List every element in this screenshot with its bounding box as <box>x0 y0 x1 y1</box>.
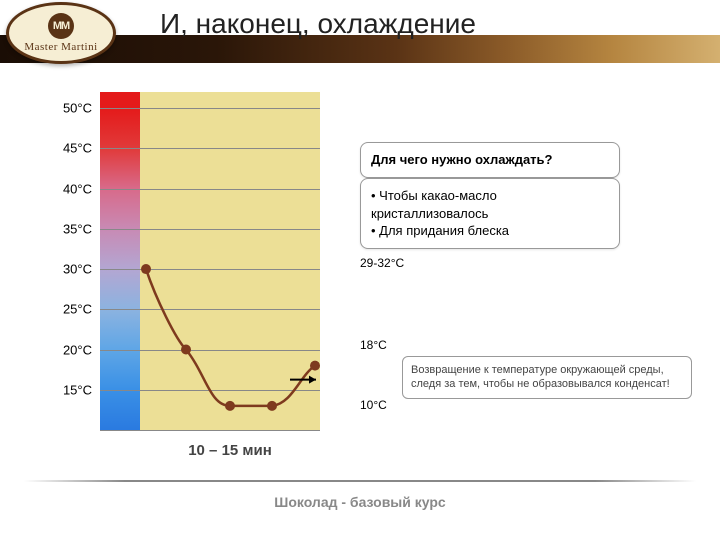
logo-brand: Master Martini <box>24 41 97 53</box>
info-bullet-1-text: Чтобы какао-масло кристаллизовалось <box>371 188 497 221</box>
temperature-gradient-bar <box>100 92 140 430</box>
y-tick-label: 30°C <box>63 262 92 277</box>
footer-text: Шоколад - базовый курс <box>0 494 720 510</box>
ambient-note: Возвращение к температуре окружающей сре… <box>402 356 692 399</box>
footer-divider <box>24 480 696 482</box>
page-title: И, наконец, охлаждение <box>160 8 476 40</box>
cooling-curve <box>140 92 320 430</box>
annotation-temp-range: 29-32°C <box>360 256 404 270</box>
info-bullet-1: • Чтобы какао-масло кристаллизовалось <box>371 187 609 222</box>
brand-logo: MM Master Martini <box>6 2 116 64</box>
cooling-chart: 50°C45°C40°C35°C30°C25°C20°C15°C 10 – 15… <box>60 92 320 430</box>
y-tick-label: 45°C <box>63 141 92 156</box>
y-tick-label: 40°C <box>63 181 92 196</box>
x-axis-label: 10 – 15 мин <box>140 442 320 459</box>
info-heading-text: Для чего нужно охлаждать? <box>371 152 553 167</box>
info-bullets-box: • Чтобы какао-масло кристаллизовалось • … <box>360 178 620 249</box>
info-bullet-2: • Для придания блеска <box>371 222 609 240</box>
annotation-18c: 18°C <box>360 338 387 352</box>
y-tick-label: 50°C <box>63 101 92 116</box>
logo-initials: MM <box>48 13 74 39</box>
header: MM Master Martini И, наконец, охлаждение <box>0 0 720 70</box>
y-tick-label: 25°C <box>63 302 92 317</box>
info-bullet-2-text: Для придания блеска <box>379 223 509 238</box>
y-tick-label: 20°C <box>63 342 92 357</box>
annotation-10c: 10°C <box>360 398 387 412</box>
info-heading-box: Для чего нужно охлаждать? <box>360 142 620 178</box>
y-tick-label: 35°C <box>63 221 92 236</box>
y-tick-label: 15°C <box>63 382 92 397</box>
